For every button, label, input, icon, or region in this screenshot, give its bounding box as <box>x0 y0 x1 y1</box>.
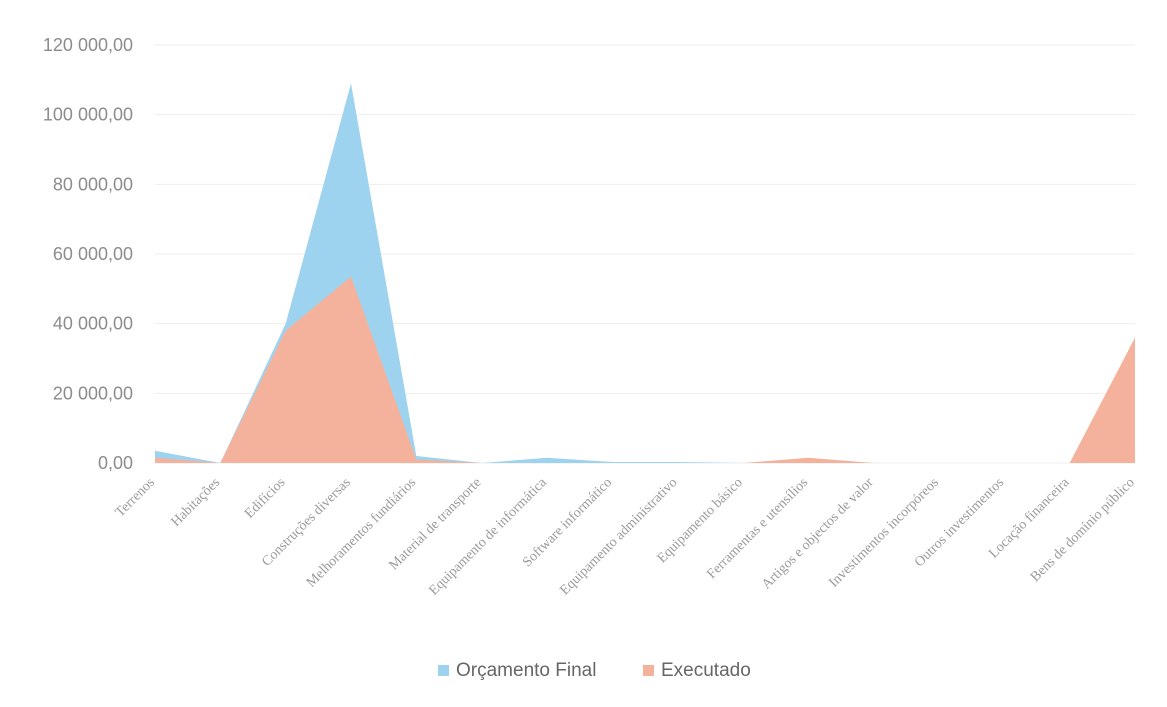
y-tick-label: 0,00 <box>98 453 133 473</box>
x-tick-label: Artigos e objectos de valor <box>759 475 877 593</box>
legend: Orçamento Final Executado <box>438 660 751 681</box>
series-area-1 <box>155 276 1135 463</box>
y-axis-ticks: 0,00 20 000,00 40 000,00 60 000,00 80 000,00… <box>43 35 133 473</box>
x-tick-label: Equipamento de informática <box>427 475 551 599</box>
legend-label: Executado <box>661 660 751 681</box>
y-tick-label: 60 000,00 <box>53 244 133 264</box>
y-tick-label: 40 000,00 <box>53 314 133 334</box>
y-tick-label: 100 000,00 <box>43 105 133 125</box>
x-tick-label: Habitações <box>169 475 224 530</box>
x-tick-label: Equipamento administrativo <box>557 475 680 598</box>
legend-swatch <box>438 665 449 676</box>
legend-swatch <box>643 665 654 676</box>
series-area-0 <box>155 83 1135 464</box>
plot-areas <box>155 83 1135 464</box>
y-tick-label: 120 000,00 <box>43 35 133 55</box>
legend-label: Orçamento Final <box>456 660 596 681</box>
x-tick-label: Terrenos <box>113 475 158 520</box>
y-tick-label: 20 000,00 <box>53 383 133 403</box>
y-tick-label: 80 000,00 <box>53 174 133 194</box>
x-tick-label: Edifícios <box>242 475 288 521</box>
x-tick-label: Melhoramentos fundiários <box>304 475 419 590</box>
x-tick-label: Investimentos incorpóreos <box>826 475 941 590</box>
